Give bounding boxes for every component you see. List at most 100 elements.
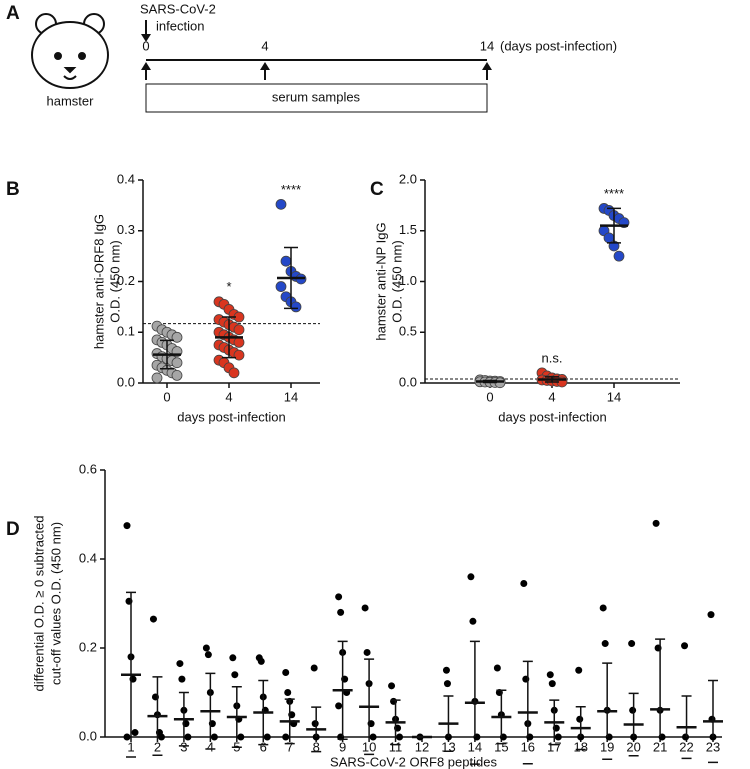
day-label: 0 (142, 38, 149, 53)
y-tick-label: 0.5 (399, 324, 417, 339)
data-point (275, 281, 287, 292)
data-point (546, 671, 554, 679)
x-tick-label: 4 (548, 389, 555, 404)
x-tick-label: 2 (154, 739, 161, 754)
x-axis-label: days post-infection (177, 409, 285, 424)
data-point (396, 733, 404, 741)
x-tick-label: 16 (521, 739, 535, 754)
x-tick-label: 18 (573, 739, 587, 754)
data-point (443, 680, 451, 688)
x-tick-label: 1 (127, 739, 134, 754)
error-bar (390, 699, 401, 746)
y-axis-label: hamster anti-ORF8 IgG (91, 214, 106, 349)
y-tick-label: 0.1 (117, 324, 135, 339)
data-point (388, 682, 396, 690)
data-point (171, 357, 183, 369)
x-tick-label: 21 (653, 739, 667, 754)
data-point (548, 680, 556, 688)
significance-label: n.s. (542, 350, 563, 365)
y-tick-label: 0.4 (79, 550, 97, 565)
y-tick-label: 0.2 (117, 273, 135, 288)
error-bar (205, 672, 216, 750)
data-point (263, 733, 271, 741)
data-point (681, 642, 689, 650)
error-bar (469, 640, 480, 765)
data-point (369, 733, 377, 741)
y-axis-label: hamster anti-NP IgG (373, 222, 388, 340)
data-point (554, 733, 562, 741)
data-point (290, 301, 302, 313)
data-point (151, 372, 163, 384)
data-point (210, 733, 218, 741)
y-tick-label: 2.0 (399, 171, 417, 186)
error-bar (258, 679, 269, 746)
data-point (171, 331, 183, 343)
hamster-icon (31, 13, 109, 89)
data-point (707, 611, 715, 619)
error-bar (364, 658, 375, 756)
x-tick-label: 17 (547, 739, 561, 754)
data-point (652, 519, 660, 527)
x-tick-label: 11 (389, 739, 403, 754)
x-tick-label: 0 (163, 389, 170, 404)
data-point (233, 336, 245, 348)
x-axis-label: days post-infection (498, 409, 606, 424)
error-bar (708, 679, 718, 764)
data-point (280, 255, 292, 267)
y-tick-label: 0.3 (117, 222, 135, 237)
sample-box (145, 83, 488, 113)
x-tick-label: 0 (486, 389, 493, 404)
box-label: serum samples (272, 89, 361, 104)
x-tick-label: 8 (313, 739, 320, 754)
data-point (233, 324, 245, 336)
error-bar (681, 695, 692, 760)
y-tick-label: 0.6 (79, 461, 97, 476)
data-point (282, 733, 290, 741)
unit-label: (days post-infection) (500, 38, 617, 53)
event-label: infection (156, 18, 204, 33)
y-tick-label: 1.5 (399, 222, 417, 237)
panel-label: D (6, 519, 20, 540)
error-bar (549, 699, 560, 746)
data-point (231, 671, 239, 679)
y-tick-label: 0.2 (79, 639, 97, 654)
data-point (233, 349, 245, 361)
error-bar (522, 660, 533, 765)
x-tick-label: 14 (284, 389, 298, 404)
data-point (237, 733, 245, 741)
panel-label: B (6, 179, 20, 200)
error-bar (178, 691, 189, 747)
x-axis-label: SARS-CoV-2 ORF8 peptides (330, 754, 497, 769)
y-tick-label: 1.0 (399, 273, 417, 288)
y-axis-label: cut-off values O.D. (450 nm) (48, 522, 63, 685)
x-tick-label: 22 (679, 739, 693, 754)
y-tick-label: 0.0 (79, 728, 97, 743)
data-point (493, 664, 501, 672)
panel-label: C (370, 179, 384, 200)
data-point (229, 654, 237, 662)
x-tick-label: 12 (415, 739, 429, 754)
x-tick-label: 14 (468, 739, 482, 754)
error-bar (575, 705, 586, 751)
data-point (176, 660, 184, 668)
x-tick-label: 6 (260, 739, 267, 754)
y-tick-label: 0.4 (117, 171, 135, 186)
data-point (682, 733, 690, 741)
day-label: 14 (480, 38, 494, 53)
significance-label: **** (604, 186, 624, 201)
data-point (228, 367, 240, 379)
data-point (257, 657, 265, 665)
data-point (157, 733, 165, 741)
data-point (282, 668, 290, 676)
x-tick-label: 23 (706, 739, 720, 754)
y-axis-label: differential O.D. ≥ 0 subtracted (31, 516, 46, 692)
data-point (601, 640, 609, 648)
data-point (469, 617, 477, 625)
error-bar (126, 591, 136, 758)
x-tick-label: 3 (180, 739, 187, 754)
x-tick-label: 7 (286, 739, 293, 754)
data-point (599, 604, 607, 612)
error-bar (655, 638, 666, 737)
x-tick-label: 4 (207, 739, 214, 754)
error-bar (602, 662, 613, 760)
